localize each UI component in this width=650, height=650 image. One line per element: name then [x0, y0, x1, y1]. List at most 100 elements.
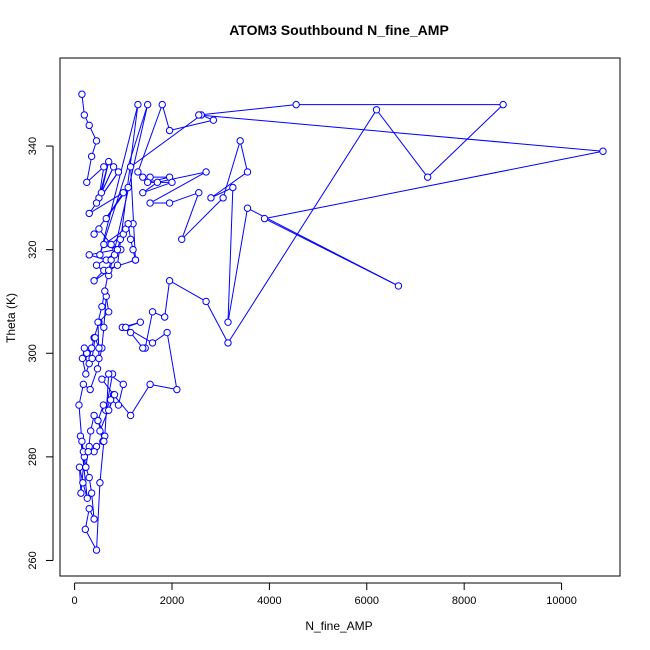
- x-tick-label: 2000: [160, 595, 184, 607]
- y-tick-label: 300: [27, 344, 39, 362]
- series-segment: [181, 197, 224, 240]
- data-point: [99, 401, 108, 409]
- series-segment: [149, 171, 207, 204]
- data-point: [98, 375, 106, 383]
- data-point: [114, 401, 123, 409]
- series-segment: [198, 104, 297, 116]
- series-segment: [227, 187, 234, 323]
- data-point: [236, 137, 244, 145]
- data-point: [165, 199, 174, 207]
- x-tick-label: 0: [72, 595, 78, 607]
- data-point: [107, 256, 115, 264]
- data-point: [78, 354, 87, 363]
- data-point: [161, 313, 169, 321]
- series-segment: [198, 114, 604, 152]
- data-point: [292, 100, 300, 109]
- data-point: [79, 380, 88, 389]
- data-point: [96, 251, 104, 259]
- data-point: [85, 473, 93, 482]
- data-point: [107, 240, 115, 249]
- data-point: [146, 199, 154, 207]
- plot-frame: [59, 57, 621, 577]
- series-segment: [137, 104, 163, 173]
- data-point: [372, 106, 381, 114]
- data-point: [139, 344, 147, 352]
- data-point: [207, 194, 215, 202]
- series-segment: [149, 383, 177, 391]
- y-tick-label: 260: [27, 551, 39, 569]
- x-tick-label: 4000: [257, 595, 281, 607]
- data-point: [94, 416, 102, 425]
- data-point: [92, 261, 101, 269]
- series-layer: [75, 90, 607, 554]
- data-point: [219, 194, 227, 202]
- data-point: [195, 188, 203, 197]
- series-segment: [99, 104, 139, 255]
- data-point: [126, 411, 135, 420]
- data-point: [165, 277, 174, 285]
- data-point: [101, 287, 109, 295]
- data-point: [163, 328, 171, 337]
- series-segment: [264, 150, 604, 220]
- data-point: [423, 173, 432, 181]
- data-point: [87, 344, 96, 352]
- chart-title: ATOM3 Southbound N_fine_AMP: [229, 22, 449, 38]
- data-point: [168, 178, 176, 187]
- series-segment: [169, 280, 207, 302]
- series-segment: [99, 441, 105, 483]
- data-point: [92, 546, 101, 554]
- data-point: [80, 344, 89, 352]
- data-point: [105, 157, 113, 166]
- series-segment: [99, 104, 149, 255]
- series-segment: [144, 311, 154, 349]
- data-point: [100, 163, 108, 171]
- data-point: [113, 245, 122, 254]
- data-point: [134, 100, 142, 109]
- data-point: [100, 437, 108, 446]
- data-point: [202, 168, 210, 176]
- series-segment: [264, 218, 399, 287]
- data-point: [131, 256, 140, 264]
- data-point: [499, 100, 507, 109]
- data-point: [202, 297, 210, 306]
- data-point: [93, 365, 102, 373]
- data-point: [83, 494, 91, 502]
- data-point: [81, 525, 90, 534]
- y-axis: 260 280 300 320 340: [27, 137, 54, 570]
- data-point: [79, 479, 87, 487]
- x-tick-label: 6000: [355, 595, 379, 607]
- data-point: [122, 323, 130, 332]
- data-point: [195, 111, 203, 119]
- data-point: [134, 168, 142, 176]
- data-point: [110, 391, 119, 399]
- data-point: [153, 178, 162, 187]
- data-point: [87, 152, 96, 161]
- data-point: [114, 168, 123, 176]
- series-segment: [205, 301, 229, 344]
- series-segment: [427, 104, 504, 178]
- data-point: [139, 173, 147, 181]
- data-point: [224, 318, 232, 326]
- data-point: [82, 370, 90, 378]
- data-point: [178, 235, 186, 244]
- data-point: [100, 323, 108, 332]
- data-point: [105, 266, 113, 275]
- data-point: [224, 339, 232, 347]
- data-point: [95, 344, 103, 352]
- data-point: [96, 427, 104, 435]
- data-point: [85, 504, 93, 513]
- data-point: [229, 183, 237, 192]
- data-point: [75, 401, 83, 409]
- data-point: [129, 245, 137, 254]
- data-point: [139, 188, 147, 197]
- series-segment: [161, 104, 171, 131]
- series-segment: [169, 192, 199, 204]
- data-point: [148, 339, 157, 347]
- data-point: [75, 463, 84, 471]
- data-point: [105, 406, 113, 414]
- x-tick-label: 8000: [452, 595, 476, 607]
- data-point: [100, 240, 108, 249]
- data-point: [173, 385, 181, 394]
- data-point: [599, 147, 607, 155]
- y-tick-label: 280: [27, 448, 39, 466]
